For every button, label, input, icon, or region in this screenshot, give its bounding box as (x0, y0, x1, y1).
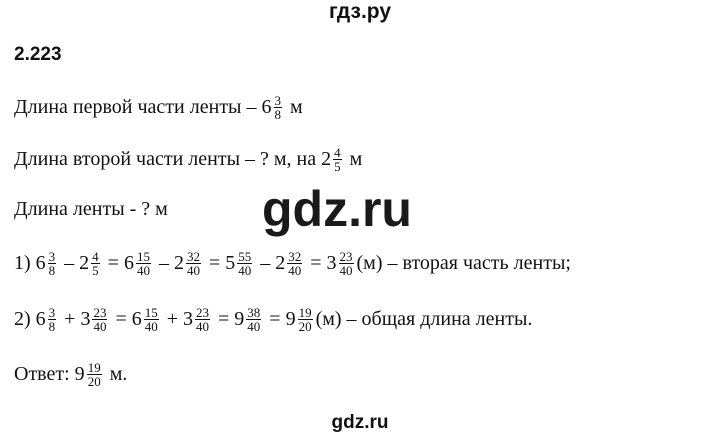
answer: Ответ: 9 19 20 м. (14, 361, 127, 388)
numerator: 32 (287, 249, 303, 264)
denominator: 40 (144, 319, 158, 334)
unknown-total: Длина ленты - ? м (14, 198, 168, 221)
text-segment: – 2 (59, 252, 90, 274)
problem-number: 2.223 (14, 44, 62, 65)
text-segment: = 6 (102, 252, 134, 274)
text-segment: = 9 (264, 308, 296, 330)
numerator: 23 (338, 249, 354, 264)
text-segment: = 9 (213, 308, 245, 330)
fraction: 23 40 (92, 305, 108, 334)
numerator: 32 (185, 249, 201, 264)
denominator: 40 (93, 319, 107, 334)
text-segment: м (344, 148, 363, 170)
denominator: 20 (87, 374, 101, 389)
text-segment: + 3 (59, 308, 91, 330)
numerator: 3 (273, 93, 282, 108)
fraction: 55 40 (237, 249, 253, 278)
denominator: 8 (48, 319, 56, 334)
numerator: 4 (333, 145, 342, 160)
fraction: 15 40 (143, 305, 159, 334)
text-segment: (м) – вторая часть ленты; (356, 252, 571, 274)
fraction: 19 20 (297, 305, 313, 334)
fraction: 32 40 (287, 249, 303, 278)
denominator: 40 (288, 263, 302, 278)
fraction: 38 40 (246, 305, 262, 334)
fraction: 23 40 (338, 249, 354, 278)
numerator: 15 (135, 249, 151, 264)
denominator: 5 (334, 159, 341, 174)
site-footer: gdz.ru (331, 412, 389, 433)
text-segment: 2) 6 (14, 308, 46, 330)
numerator: 23 (195, 305, 211, 320)
denominator: 40 (247, 319, 261, 334)
numerator: 15 (143, 305, 159, 320)
text-segment: (м) – общая длина ленты. (315, 308, 533, 330)
text-segment: – 2 (255, 252, 286, 274)
denominator: 40 (186, 263, 200, 278)
numerator: 19 (86, 360, 102, 375)
denominator: 8 (274, 107, 282, 122)
text-segment: = 6 (110, 308, 142, 330)
text-segment: = 5 (203, 252, 236, 274)
text-segment: Длина ленты - ? м (14, 198, 168, 220)
fraction: 23 40 (195, 305, 211, 334)
numerator: 4 (91, 249, 100, 264)
numerator: 23 (92, 305, 108, 320)
denominator: 40 (238, 263, 252, 278)
text-segment: = 3 (305, 252, 337, 274)
text-segment: + 3 (161, 308, 194, 330)
numerator: 55 (237, 249, 253, 264)
text-segment: Длина второй части ленты – ? м, на 2 (14, 148, 332, 170)
numerator: 19 (297, 305, 313, 320)
denominator: 40 (339, 263, 353, 278)
denominator: 5 (92, 263, 99, 278)
text-segment: 1) 6 (14, 252, 46, 274)
site-header: гдз.ру (328, 0, 392, 23)
fraction: 15 40 (135, 249, 151, 278)
denominator: 20 (298, 319, 312, 334)
numerator: 38 (246, 305, 262, 320)
numerator: 3 (47, 249, 57, 264)
denominator: 8 (48, 263, 56, 278)
text-segment: м. (104, 363, 128, 385)
denominator: 40 (196, 319, 210, 334)
text-segment: Ответ: 9 (14, 363, 85, 385)
text-segment: – 2 (153, 252, 184, 274)
watermark: gdz.ru (262, 181, 412, 237)
text-segment: Длина первой части ленты – 6 (14, 96, 272, 118)
text-segment: м (285, 96, 303, 118)
numerator: 3 (47, 305, 57, 320)
fraction: 19 20 (86, 360, 102, 389)
denominator: 40 (136, 263, 150, 278)
fraction: 32 40 (185, 249, 201, 278)
